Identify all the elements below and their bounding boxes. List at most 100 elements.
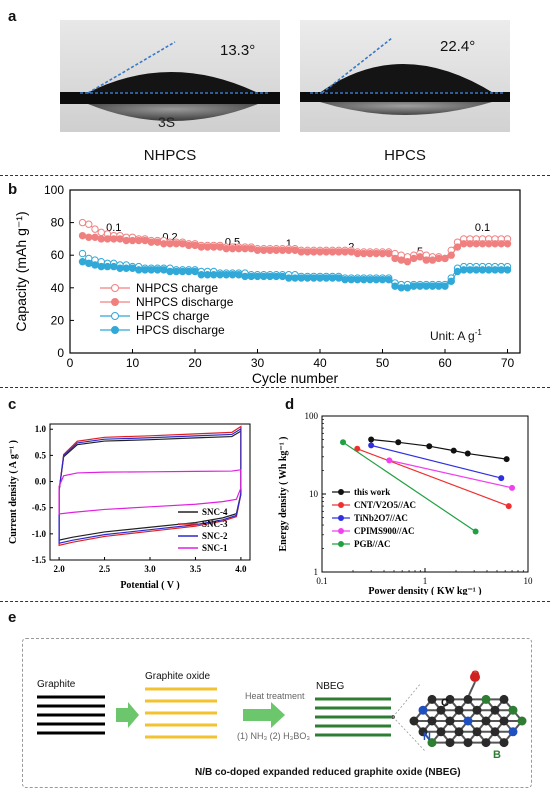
- data-point: [503, 266, 512, 274]
- data-point: [166, 240, 174, 248]
- label-heat-treatment: Heat treatment: [245, 691, 305, 701]
- data-point: [153, 266, 162, 274]
- y-axis-label: Capacity (mAh g⁻¹): [13, 211, 29, 331]
- x-tick-label: 50: [376, 356, 390, 370]
- data-point: [491, 240, 499, 248]
- data-point: [386, 457, 393, 464]
- panel-b-label: b: [8, 181, 18, 198]
- data-point: [191, 267, 199, 276]
- droplet-inner-text: 3S: [158, 114, 176, 130]
- atom: [445, 738, 455, 748]
- data-point: [297, 274, 305, 282]
- atom: [409, 716, 419, 726]
- data-point: [426, 443, 433, 450]
- data-point: [366, 275, 374, 284]
- contact-angle-image-nhpcs: 13.3° 3S: [60, 20, 280, 132]
- atom-label-c: C: [441, 697, 449, 709]
- series-hpcs-discharge: [78, 258, 512, 292]
- x-tick-label: 20: [188, 356, 202, 370]
- data-point: [403, 284, 412, 292]
- atom: [499, 738, 509, 748]
- contact-angle-value-nhpcs: 13.3°: [220, 42, 256, 59]
- data-point: [368, 442, 375, 449]
- y-tick-label: 0.5: [35, 450, 47, 460]
- data-point: [278, 246, 287, 255]
- cycling-chart: 0 10 20 30 40 50 60 70 0 20 40 60 80 100 Cycle number C…: [13, 183, 521, 386]
- data-point: [216, 243, 224, 251]
- rate-label: 0.1: [106, 222, 121, 234]
- caption-hpcs: HPCS: [384, 147, 426, 164]
- data-point: [122, 236, 130, 245]
- graphite-oxide-layers: [145, 687, 217, 739]
- y-tick-label: 60: [51, 248, 65, 262]
- data-point: [410, 254, 418, 263]
- x-tick-label: 2.5: [99, 564, 111, 574]
- y-tick-label: 40: [51, 281, 65, 295]
- plot-frame: [321, 415, 529, 573]
- data-point: [310, 274, 318, 282]
- data-point: [503, 240, 512, 248]
- label-reagents: (1) NH₃ (2) H₃BO₃: [237, 731, 310, 741]
- data-point: [147, 238, 155, 246]
- data-point: [316, 248, 324, 256]
- atom: [481, 738, 491, 748]
- atom: [445, 716, 455, 726]
- data-point: [372, 275, 380, 284]
- data-point: [428, 282, 437, 290]
- data-point: [397, 256, 405, 264]
- arrow-2: [243, 702, 285, 728]
- legend-label: HPCS discharge: [136, 323, 225, 337]
- y-tick-label: 100: [44, 183, 64, 197]
- data-point: [272, 272, 280, 281]
- data-point: [478, 240, 487, 248]
- contact-angle-image-hpcs: 22.4°: [300, 20, 510, 132]
- data-point: [160, 266, 168, 274]
- data-point: [278, 272, 287, 281]
- rate-label: 1: [286, 238, 292, 250]
- x-axis-label: Cycle number: [252, 370, 339, 386]
- data-point: [410, 282, 418, 290]
- atom: [499, 716, 509, 726]
- data-point: [160, 240, 168, 248]
- graphite-layers: [37, 695, 105, 735]
- x-tick-label: 70: [501, 356, 515, 370]
- data-point: [422, 282, 430, 290]
- data-point: [85, 220, 93, 228]
- atom: [481, 694, 491, 704]
- data-point: [397, 284, 405, 292]
- data-point: [328, 248, 337, 256]
- series-pgb-ac: [340, 439, 479, 535]
- data-point: [178, 267, 187, 276]
- bond: [468, 681, 476, 696]
- data-point: [203, 243, 212, 251]
- series-nhpcs-discharge: [78, 231, 512, 266]
- data-point: [378, 249, 387, 258]
- atom: [427, 694, 437, 704]
- y-tick-label: 80: [51, 216, 65, 230]
- data-point: [128, 236, 137, 245]
- data-point: [260, 246, 268, 255]
- data-point: [172, 240, 180, 248]
- data-point: [447, 251, 455, 259]
- data-point: [241, 272, 249, 281]
- x-tick-label: 4.0: [235, 564, 247, 574]
- data-point: [303, 274, 312, 282]
- series-line: [371, 438, 507, 460]
- data-point: [460, 240, 468, 248]
- series-line: [357, 448, 509, 507]
- data-point: [316, 274, 324, 282]
- y-tick-label: 1.0: [35, 424, 47, 434]
- legend-marker: [338, 515, 344, 521]
- data-point: [291, 274, 299, 282]
- data-point: [222, 244, 230, 253]
- data-point: [341, 248, 349, 256]
- data-point: [466, 240, 474, 248]
- data-point: [347, 248, 355, 256]
- legend-label: SNC-1: [202, 543, 228, 553]
- data-point: [185, 241, 193, 250]
- data-point: [103, 262, 112, 271]
- data-point: [141, 236, 149, 245]
- x-tick-label: 3.0: [144, 564, 156, 574]
- data-point: [453, 243, 462, 251]
